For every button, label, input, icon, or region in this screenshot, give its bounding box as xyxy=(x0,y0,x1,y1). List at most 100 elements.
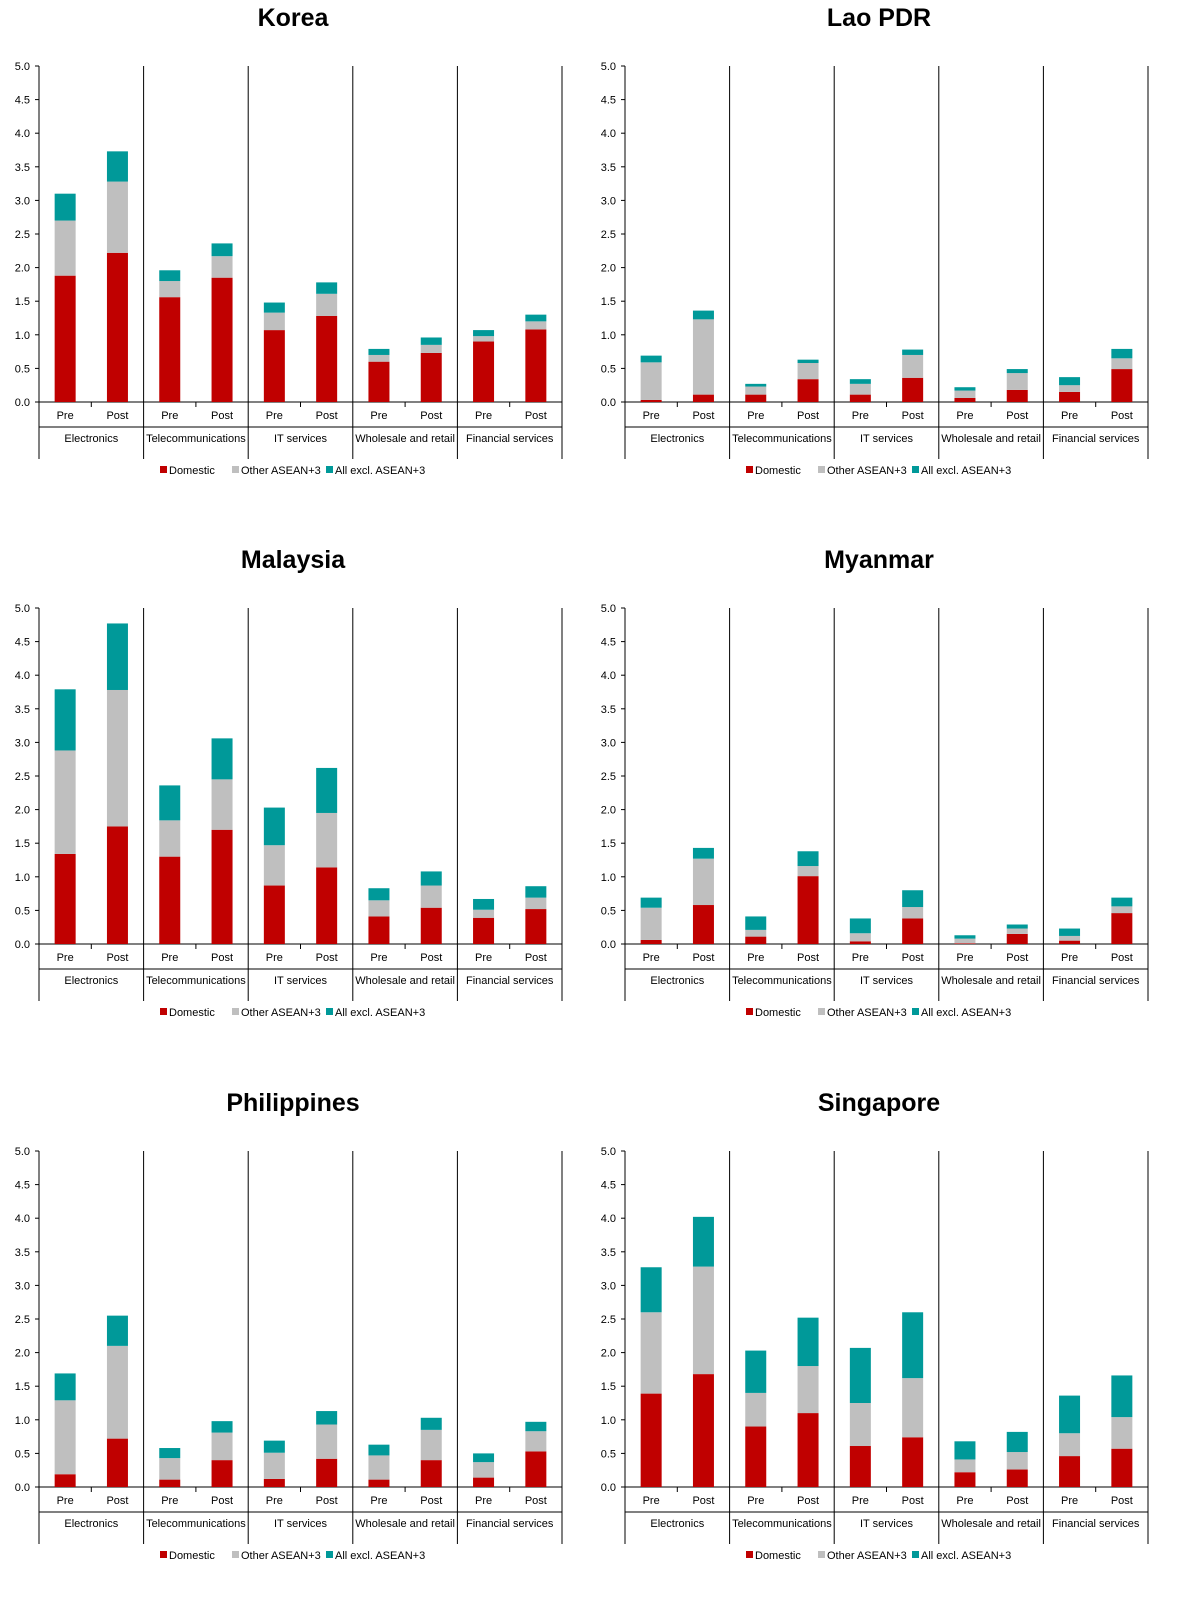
bar-segment xyxy=(1006,369,1028,374)
bar-segment xyxy=(420,1417,442,1430)
bar-segment xyxy=(797,1366,819,1414)
legend-label: Other ASEAN+3 xyxy=(241,465,321,477)
bar-segment xyxy=(797,363,819,380)
bar-segment xyxy=(640,1267,662,1313)
y-tick-label: 1.0 xyxy=(601,1415,616,1427)
y-tick-label: 3.0 xyxy=(15,1280,30,1292)
x-sub-label: Post xyxy=(902,410,924,422)
x-sub-label: Post xyxy=(211,952,233,964)
x-sub-label: Post xyxy=(692,410,714,422)
y-tick-label: 4.5 xyxy=(601,1180,616,1192)
bar-segment xyxy=(316,1458,338,1487)
bar-segment xyxy=(640,399,662,402)
y-tick-label: 2.0 xyxy=(15,263,30,275)
legend-swatch xyxy=(232,1551,239,1558)
bar-segment xyxy=(1059,377,1081,386)
legend-swatch xyxy=(746,1008,753,1015)
bar-segment xyxy=(263,330,285,402)
y-tick-label: 4.5 xyxy=(15,637,30,649)
bar-segment xyxy=(54,275,76,402)
legend-swatch xyxy=(818,1551,825,1558)
chart-svg: 0.0 0.5 1.0 1.5 2.0 2.5 3.0 3.5 4.0 4.5 5.0 Pre Post… xyxy=(601,603,1149,1019)
legend-label: Domestic xyxy=(755,1550,801,1562)
y-tick-label: 4.0 xyxy=(15,670,30,682)
bar-segment xyxy=(849,379,871,384)
chart-panel: Lao PDR 0.0 0.5 1.0 1.5 2.0 2.5 3.0 3.5 4.0 4.5 5.0… xyxy=(586,0,1172,528)
y-tick-label: 1.0 xyxy=(15,872,30,884)
x-sub-label: Pre xyxy=(1061,1495,1078,1507)
bar-segment xyxy=(745,383,767,387)
x-sub-label: Post xyxy=(106,952,128,964)
x-sub-label: Post xyxy=(420,410,442,422)
bar-segment xyxy=(1059,940,1081,944)
x-group-label: Telecommunications xyxy=(732,1518,832,1530)
bar-segment xyxy=(745,1392,767,1427)
bar-segment xyxy=(954,397,976,402)
bar-segment xyxy=(954,1472,976,1487)
bar-segment xyxy=(745,916,767,930)
y-tick-label: 1.5 xyxy=(15,1381,30,1393)
bar-segment xyxy=(692,394,714,402)
legend-label: Other ASEAN+3 xyxy=(241,1550,321,1562)
bar-segment xyxy=(954,1441,976,1460)
x-group-label: Telecommunications xyxy=(146,433,246,445)
bar-segment xyxy=(1059,935,1081,941)
y-tick-label: 3.0 xyxy=(601,195,616,207)
y-tick-label: 5.0 xyxy=(601,603,616,615)
bar-segment xyxy=(316,315,338,402)
legend-swatch xyxy=(326,1008,333,1015)
y-tick-label: 2.0 xyxy=(601,263,616,275)
bar-segment xyxy=(211,738,233,780)
bar-segment xyxy=(316,1424,338,1459)
bar-segment xyxy=(473,909,495,918)
x-group-label: Telecommunications xyxy=(146,1518,246,1530)
bar-segment xyxy=(745,1426,767,1487)
bar-segment xyxy=(954,387,976,391)
bar-segment xyxy=(692,858,714,906)
chart-panel: Singapore 0.0 0.5 1.0 1.5 2.0 2.5 3.0 3.5 4.0 4.5 5… xyxy=(586,1085,1172,1613)
legend-label: All excl. ASEAN+3 xyxy=(921,465,1011,477)
bar-segment xyxy=(54,689,76,751)
chart-svg: 0.0 0.5 1.0 1.5 2.0 2.5 3.0 3.5 4.0 4.5 5.0 Pre Post… xyxy=(601,1146,1149,1562)
bar-segment xyxy=(525,909,547,944)
legend-label: Domestic xyxy=(169,1550,215,1562)
bar-segment xyxy=(263,312,285,331)
bar-segment xyxy=(211,1421,233,1433)
x-group-label: IT services xyxy=(274,975,327,987)
legend-swatch xyxy=(818,1008,825,1015)
bar-segment xyxy=(420,352,442,402)
bar-segment xyxy=(263,1440,285,1453)
x-sub-label: Pre xyxy=(161,410,178,422)
y-tick-label: 0.0 xyxy=(15,939,30,951)
bar-segment xyxy=(954,938,976,944)
bar-segment xyxy=(368,1444,390,1456)
bar-segment xyxy=(159,856,181,944)
y-tick-label: 3.0 xyxy=(601,737,616,749)
chart-panel: Philippines 0.0 0.5 1.0 1.5 2.0 2.5 3.0 3.5 4.0 4.… xyxy=(0,1085,586,1613)
bar-segment xyxy=(211,829,233,944)
bar-segment xyxy=(692,319,714,395)
bar-segment xyxy=(263,807,285,846)
y-tick-label: 2.5 xyxy=(601,1314,616,1326)
y-tick-label: 2.5 xyxy=(15,1314,30,1326)
legend-swatch xyxy=(912,1008,919,1015)
bar-segment xyxy=(159,820,181,857)
bar-segment xyxy=(525,897,547,910)
y-tick-label: 0.0 xyxy=(601,939,616,951)
bar-segment xyxy=(316,282,338,294)
x-sub-label: Pre xyxy=(161,1495,178,1507)
y-tick-label: 3.5 xyxy=(15,1247,30,1259)
x-sub-label: Post xyxy=(797,952,819,964)
bar-segment xyxy=(368,354,390,362)
bar-segment xyxy=(525,1431,547,1452)
bar-segment xyxy=(368,888,390,901)
x-sub-label: Post xyxy=(1111,410,1133,422)
x-sub-label: Post xyxy=(692,1495,714,1507)
bar-segment xyxy=(1006,389,1028,402)
x-group-label: Telecommunications xyxy=(146,975,246,987)
bar-segment xyxy=(1059,1433,1081,1457)
x-sub-label: Pre xyxy=(475,1495,492,1507)
bar-segment xyxy=(954,390,976,398)
bar-segment xyxy=(902,890,924,908)
legend-label: Domestic xyxy=(755,1007,801,1019)
